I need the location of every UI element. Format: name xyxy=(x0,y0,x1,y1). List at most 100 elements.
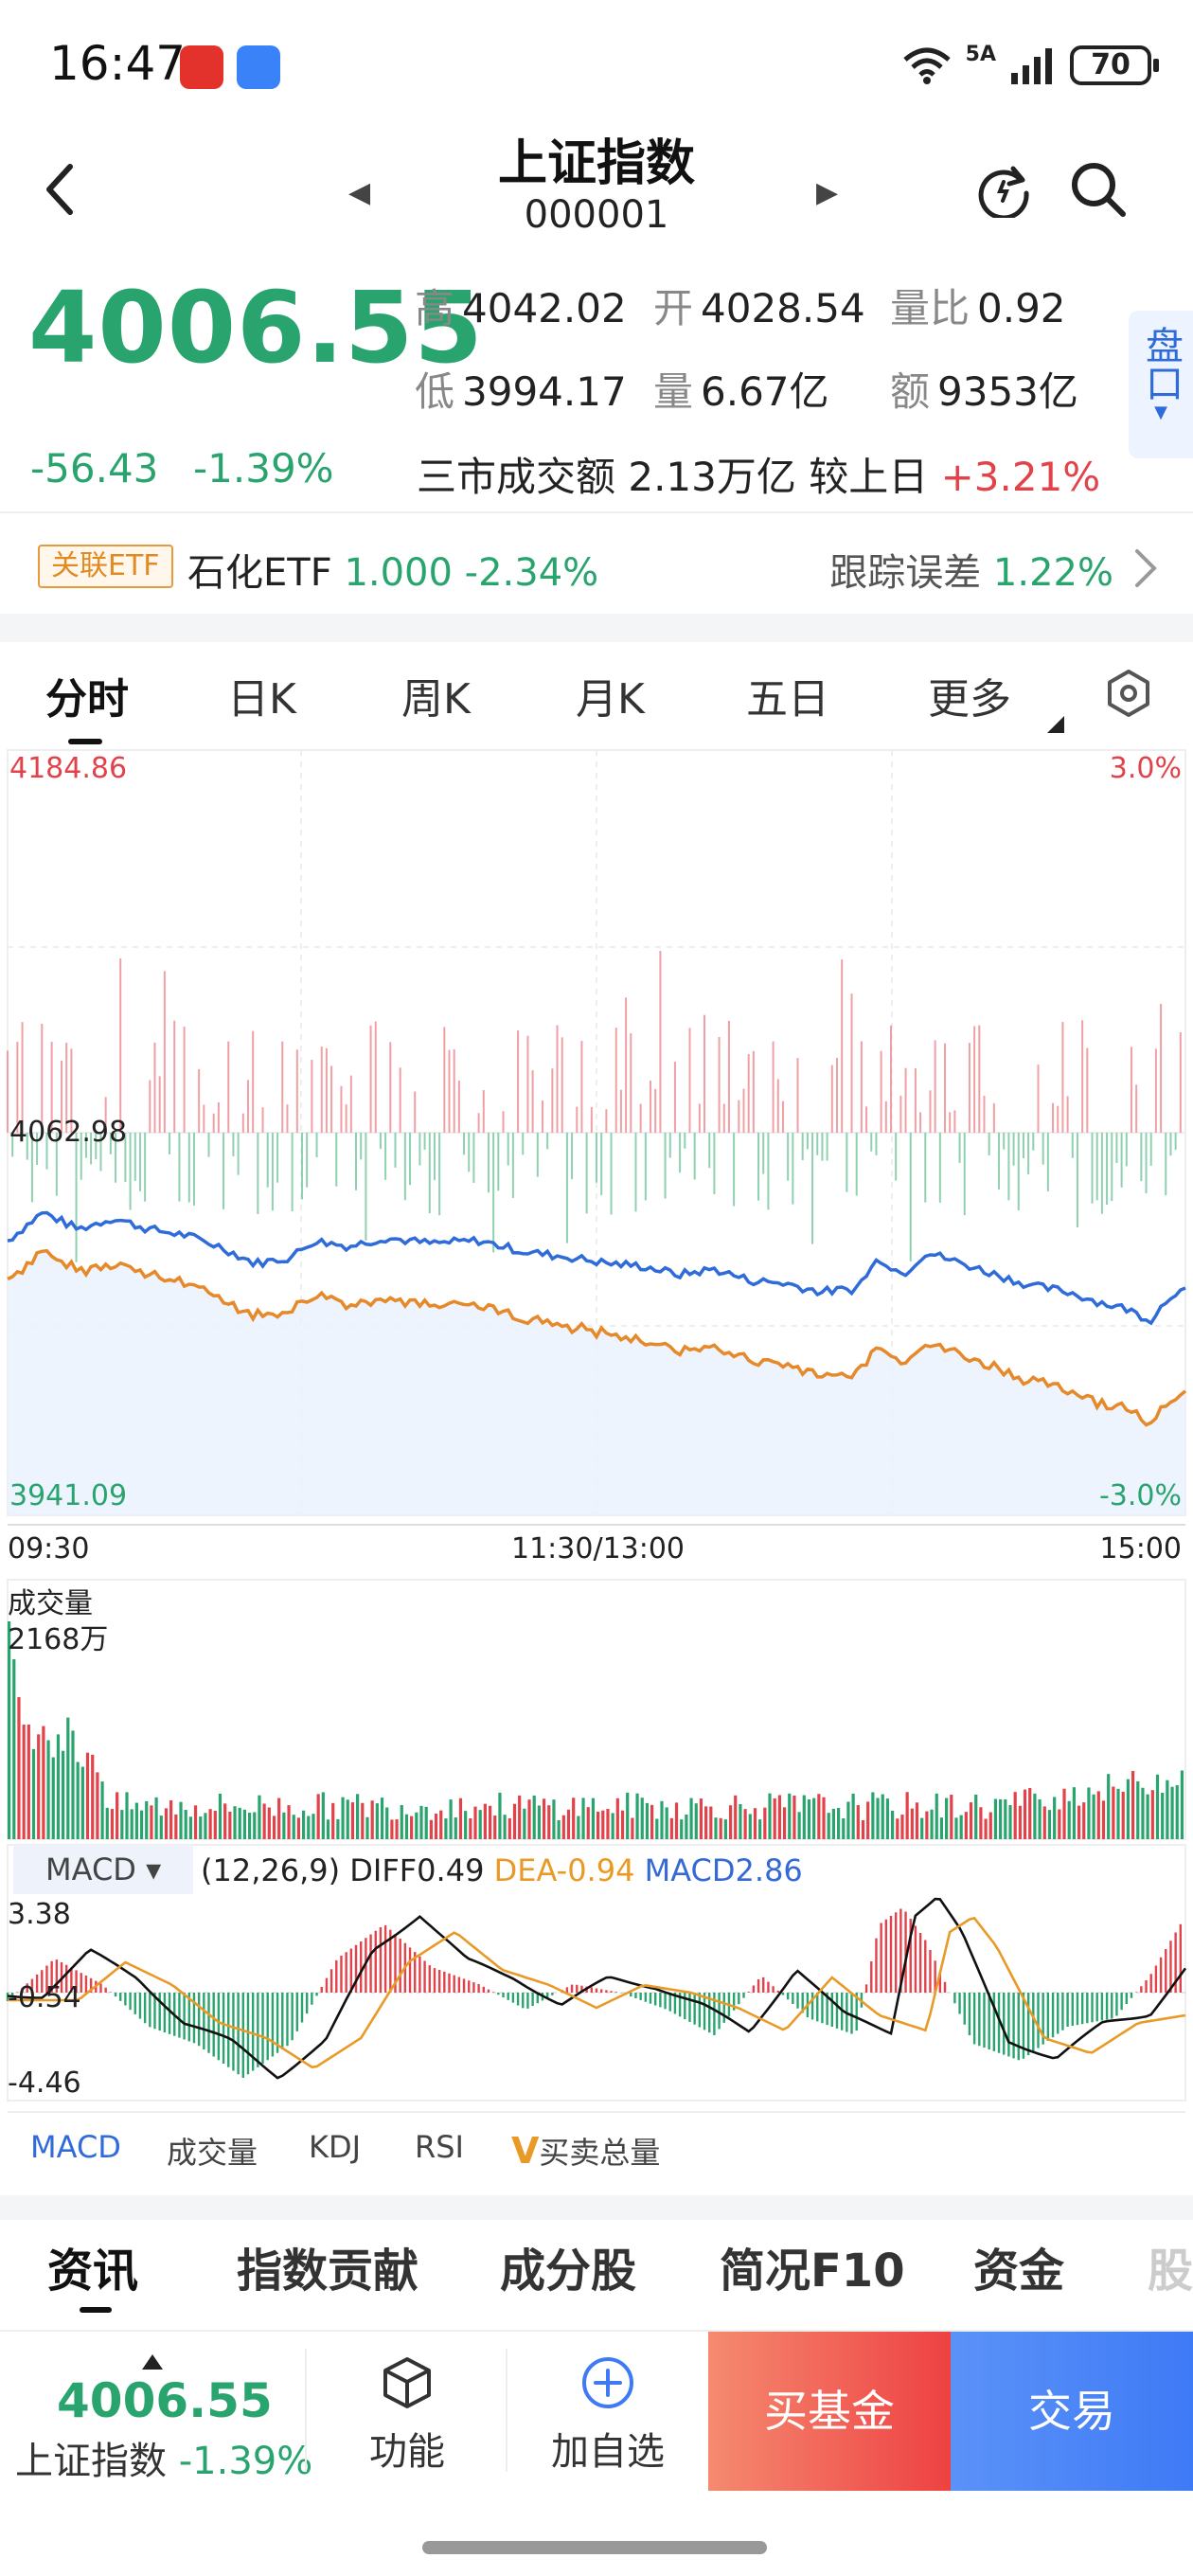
volume-bar xyxy=(454,1817,457,1839)
chart-high-price: 4184.86 xyxy=(9,752,128,785)
volume-bar xyxy=(660,1800,664,1839)
volume-bar xyxy=(1121,1791,1125,1839)
volume-bar xyxy=(802,1795,806,1839)
stat-volume-ratio: 量比 0.92 xyxy=(890,285,1066,331)
volume-bar xyxy=(831,1808,835,1839)
chart-low-price: 3941.09 xyxy=(9,1479,128,1512)
volume-bar xyxy=(542,1798,546,1839)
tab-capital[interactable]: 资金 xyxy=(973,2245,1065,2298)
indicator-tab-rsi[interactable]: RSI xyxy=(415,2129,464,2165)
search-icon[interactable] xyxy=(1068,159,1129,220)
volume-bar xyxy=(346,1799,349,1839)
tab-index-contribution[interactable]: 指数贡献 xyxy=(237,2245,419,2298)
volume-bar xyxy=(272,1816,276,1839)
volume-bar xyxy=(954,1817,958,1839)
tracking-error[interactable]: 跟踪误差 1.22% xyxy=(829,551,1113,595)
tab-weekly-k[interactable]: 周K xyxy=(401,675,471,724)
volume-bar xyxy=(100,1781,104,1839)
volume-bar xyxy=(91,1754,95,1839)
macd-selector[interactable]: MACD ▾ xyxy=(13,1845,193,1894)
market-turnover: 三市成交额 2.13万亿 较上日 +3.21% xyxy=(417,454,1101,500)
indicator-tab-kdj[interactable]: KDJ xyxy=(309,2129,362,2165)
time-end: 15:00 xyxy=(1099,1532,1182,1565)
volume-bar xyxy=(350,1802,355,1839)
volume-bar xyxy=(228,1811,232,1839)
volume-bar xyxy=(326,1819,330,1839)
macd-chart-frame xyxy=(7,1844,1186,2102)
volume-bar xyxy=(620,1810,625,1839)
volume-bar xyxy=(532,1795,536,1839)
refresh-icon[interactable] xyxy=(975,161,1032,218)
volume-bar xyxy=(223,1803,227,1839)
trade-button[interactable]: 交易 xyxy=(951,2332,1193,2491)
settings-icon[interactable] xyxy=(1104,669,1153,718)
buy-fund-button[interactable]: 买基金 xyxy=(708,2332,951,2491)
home-indicator[interactable] xyxy=(422,2541,767,2554)
volume-bar xyxy=(758,1819,762,1839)
pankou-tab[interactable]: 盘口 ▼ xyxy=(1129,311,1193,458)
tab-profile-f10[interactable]: 简况F10 xyxy=(720,2245,905,2298)
add-watchlist-button[interactable]: 加自选 xyxy=(551,2430,665,2474)
next-stock-arrow[interactable]: ▶ xyxy=(816,176,839,209)
volume-bar xyxy=(307,1816,311,1839)
volume-bar xyxy=(292,1815,295,1839)
chevron-right-icon[interactable] xyxy=(1131,547,1160,589)
stock-code: 000001 xyxy=(524,193,669,237)
volume-bar xyxy=(258,1795,261,1839)
indicator-tab-macd[interactable]: MACD xyxy=(30,2129,121,2165)
volume-bar xyxy=(85,1752,90,1839)
volume-bar xyxy=(572,1798,576,1839)
volume-bar xyxy=(66,1717,70,1839)
volume-bar xyxy=(611,1813,614,1839)
volume-bar xyxy=(164,1808,169,1839)
tab-intraday[interactable]: 分时 xyxy=(45,675,129,724)
divider xyxy=(305,2349,307,2472)
volume-bar xyxy=(262,1803,266,1839)
volume-bar xyxy=(1062,1788,1066,1839)
volume-bar xyxy=(601,1810,605,1839)
volume-bar xyxy=(1136,1780,1140,1839)
volume-bar xyxy=(1131,1770,1135,1839)
volume-bar xyxy=(596,1811,600,1839)
message-app-icon xyxy=(237,45,280,89)
volume-bar xyxy=(792,1795,796,1839)
back-icon[interactable] xyxy=(42,161,80,218)
prev-stock-arrow[interactable]: ◀ xyxy=(348,176,371,209)
volume-bar xyxy=(723,1819,727,1839)
tab-daily-k[interactable]: 日K xyxy=(227,675,296,724)
volume-bar xyxy=(488,1805,492,1839)
volume-bar xyxy=(120,1810,124,1839)
function-button[interactable]: 功能 xyxy=(369,2430,445,2474)
tab-news[interactable]: 资讯 xyxy=(47,2245,139,2298)
volume-bar xyxy=(464,1811,468,1839)
volume-bar xyxy=(734,1795,738,1839)
volume-bar xyxy=(415,1812,418,1839)
tab-more-partial[interactable]: 股 xyxy=(1148,2245,1193,2298)
tab-monthly-k[interactable]: 月K xyxy=(576,675,645,724)
tab-five-day[interactable]: 五日 xyxy=(746,675,829,724)
average-price-line xyxy=(7,1248,1187,1427)
tab-more[interactable]: 更多 xyxy=(928,675,1011,724)
expand-caret-icon[interactable] xyxy=(142,2354,163,2370)
volume-bar xyxy=(1150,1790,1154,1839)
volume-bar xyxy=(395,1819,399,1839)
volume-bar xyxy=(134,1802,138,1839)
add-watchlist-icon[interactable] xyxy=(579,2354,636,2411)
volume-bar xyxy=(37,1734,41,1839)
etf-link[interactable]: 石化ETF 1.000 -2.34% xyxy=(187,551,599,595)
volume-bar xyxy=(1096,1791,1100,1839)
indicator-tab-buy-sell[interactable]: V买卖总量 xyxy=(511,2130,661,2172)
indicator-tab-volume[interactable]: 成交量 xyxy=(167,2135,258,2171)
volume-bar xyxy=(645,1802,650,1839)
function-cube-icon[interactable] xyxy=(379,2354,436,2411)
tab-constituents[interactable]: 成分股 xyxy=(500,2245,637,2298)
volume-bar xyxy=(96,1772,99,1839)
volume-bar xyxy=(586,1807,590,1839)
volume-bar xyxy=(1161,1792,1165,1839)
volume-bar xyxy=(410,1816,414,1839)
volume-bar xyxy=(959,1815,963,1839)
volume-bar xyxy=(851,1793,855,1839)
news-tab-indicator xyxy=(80,2307,112,2313)
section-spacer xyxy=(0,614,1193,642)
